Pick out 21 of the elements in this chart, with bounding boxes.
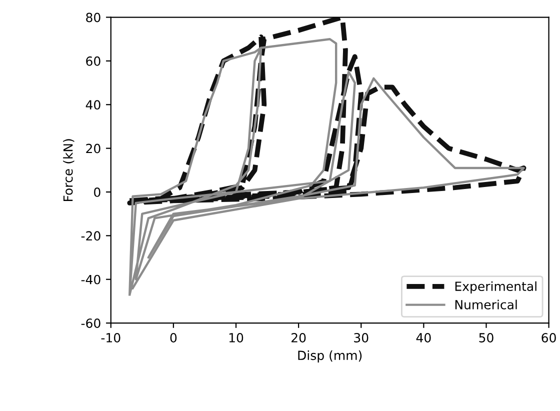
y-tick-label: 80 [86,12,100,22]
x-tick-label: 40 [416,332,431,342]
y-tick-label: -40 [81,274,100,284]
x-tick-label: 30 [354,332,368,342]
y-axis-title: Force (kN) [63,139,74,201]
y-tick-label: -20 [81,231,100,241]
legend-label: Numerical [455,300,517,310]
y-tick-label: 40 [86,100,100,110]
x-axis-title: Disp (mm) [298,350,362,363]
y-tick-label: 60 [86,56,100,66]
y-tick-label: 0 [94,187,100,197]
x-tick-label: 0 [170,332,177,342]
line-series [127,17,526,206]
legend-label: Experimental [455,281,536,294]
y-tick-label: 20 [86,144,100,154]
y-tick-label: -60 [81,318,100,328]
x-tick-label: 10 [229,332,244,342]
x-tick-label: 60 [542,332,556,342]
x-tick-label: -10 [101,332,120,342]
x-tick-label: 50 [479,332,494,342]
x-tick-label: 20 [292,332,306,342]
